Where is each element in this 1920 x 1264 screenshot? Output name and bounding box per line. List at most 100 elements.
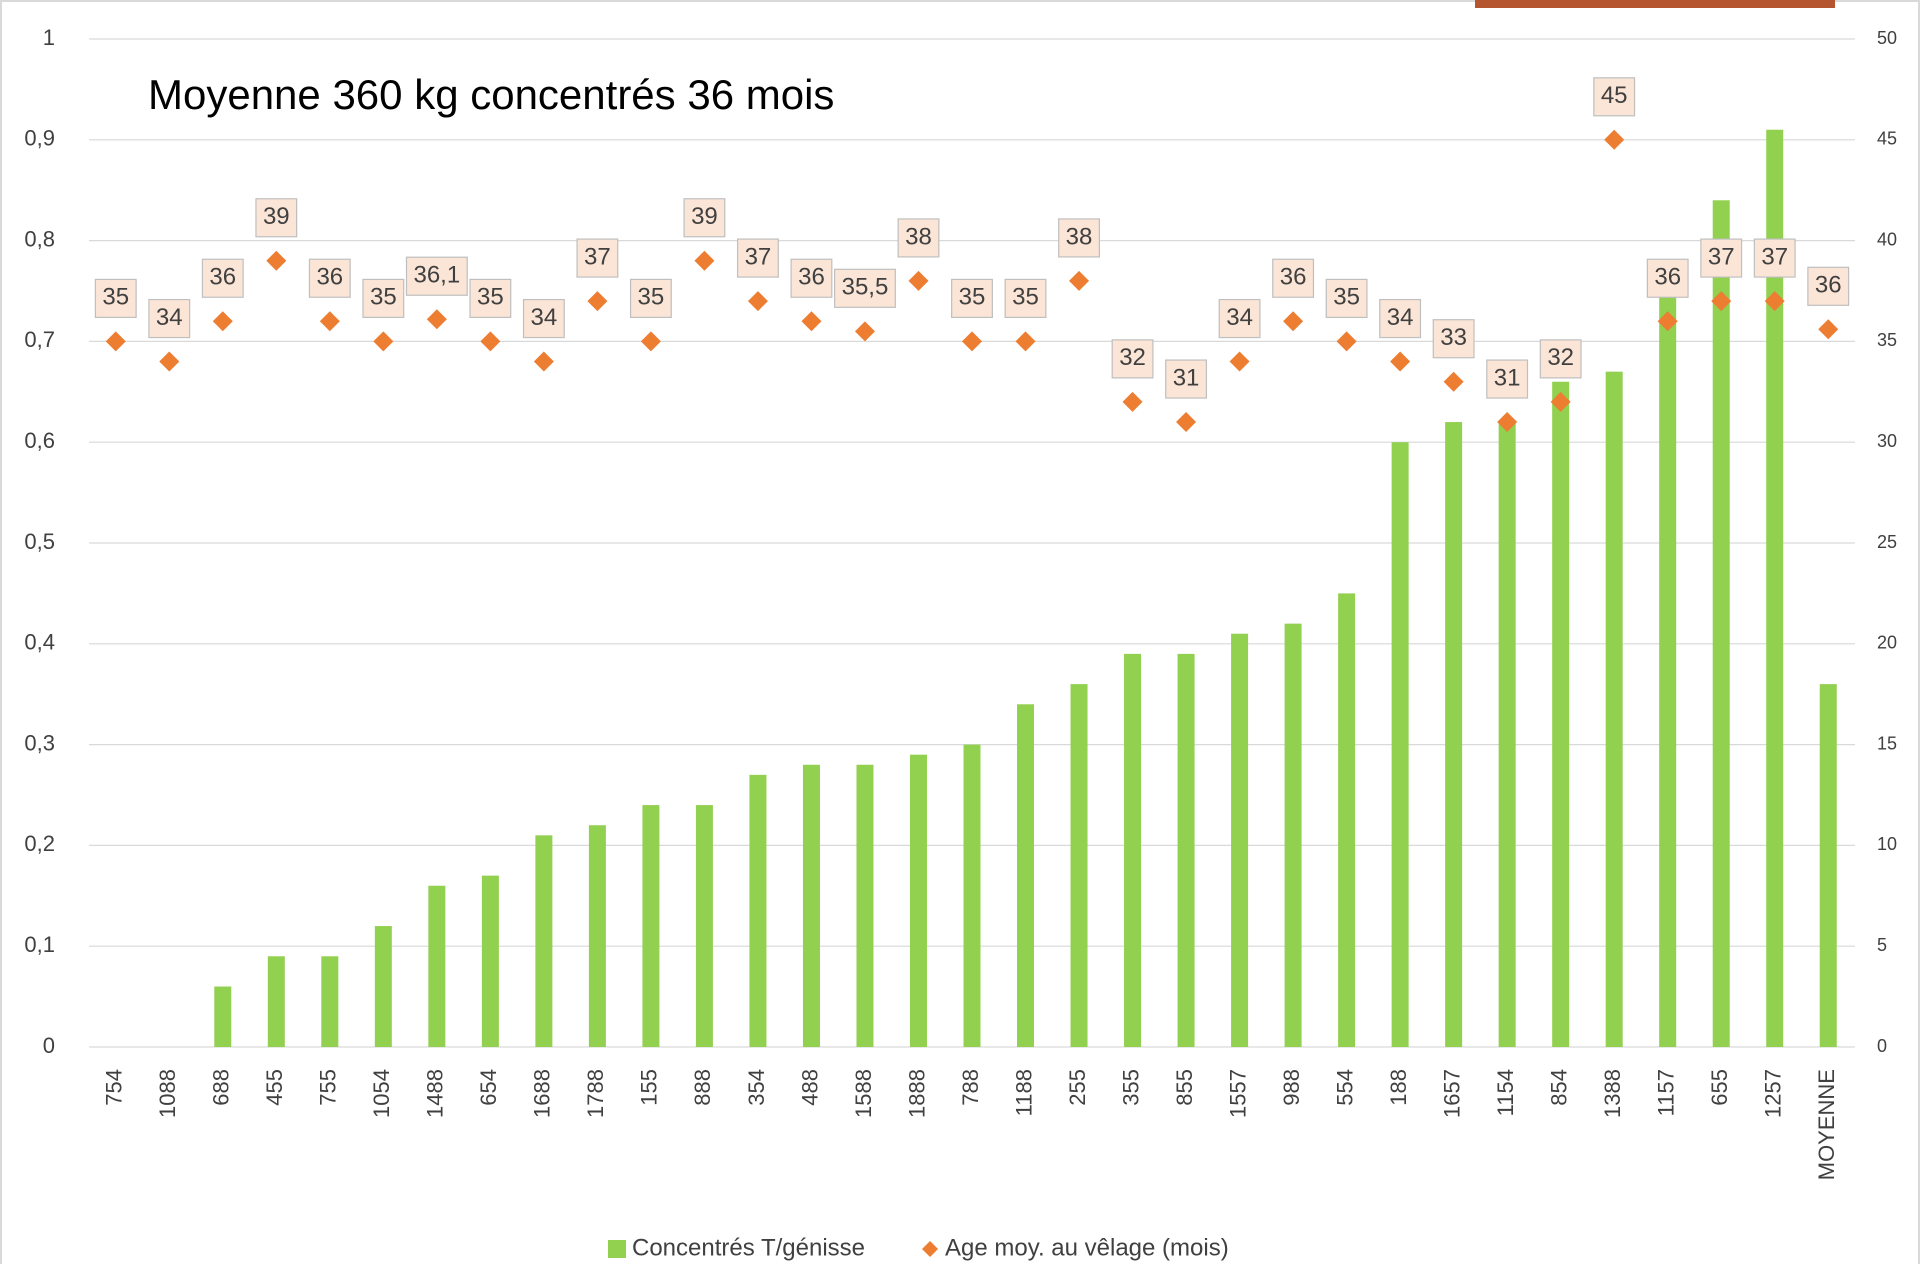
- x-tick-label: 455: [262, 1069, 287, 1106]
- y2-tick-label: 10: [1877, 834, 1897, 854]
- data-label: 36: [209, 264, 236, 291]
- y-tick-label: 0,7: [24, 327, 55, 352]
- y-tick-label: 0,5: [24, 529, 55, 554]
- x-tick-label: 1488: [423, 1069, 448, 1118]
- marker: [1390, 352, 1410, 372]
- data-label: 39: [263, 203, 290, 230]
- data-label: 33: [1440, 324, 1467, 351]
- x-tick-label: 1088: [155, 1069, 180, 1118]
- marker: [534, 352, 554, 372]
- data-label: 35: [1333, 284, 1360, 311]
- y2-tick-label: 45: [1877, 129, 1897, 149]
- y2-tick-label: 5: [1877, 935, 1887, 955]
- y2-tick-label: 50: [1877, 28, 1897, 48]
- marker: [373, 331, 393, 351]
- data-label: 32: [1547, 344, 1574, 371]
- y-tick-label: 1: [43, 25, 55, 50]
- marker: [1069, 271, 1089, 291]
- bar: [589, 825, 606, 1047]
- y-tick-label: 0,6: [24, 428, 55, 453]
- data-label: 36,1: [413, 262, 460, 289]
- x-tick-label: 1657: [1439, 1069, 1464, 1118]
- data-label: 31: [1494, 364, 1521, 391]
- x-tick-label: 1388: [1600, 1069, 1625, 1118]
- bar: [214, 987, 231, 1047]
- data-label: 37: [1708, 243, 1735, 270]
- legend-swatch: [608, 1240, 626, 1258]
- x-tick-label: 255: [1065, 1069, 1090, 1106]
- data-label: 36: [1654, 264, 1681, 291]
- bar: [910, 755, 927, 1047]
- bar: [803, 765, 820, 1047]
- marker: [320, 311, 340, 331]
- marker: [106, 331, 126, 351]
- marker: [480, 331, 500, 351]
- x-tick-label: 1557: [1225, 1069, 1250, 1118]
- bar: [1713, 200, 1730, 1047]
- marker: [159, 352, 179, 372]
- bar: [1499, 422, 1516, 1047]
- x-tick-label: 888: [690, 1069, 715, 1106]
- bar: [1285, 624, 1302, 1047]
- data-label: 34: [531, 304, 558, 331]
- x-tick-label: 1688: [530, 1069, 555, 1118]
- data-label: 34: [1387, 304, 1414, 331]
- data-label: 31: [1173, 364, 1200, 391]
- x-tick-label: 655: [1707, 1069, 1732, 1106]
- x-tick-label: 855: [1172, 1069, 1197, 1106]
- bar: [696, 805, 713, 1047]
- bar: [535, 835, 552, 1047]
- bar: [1606, 372, 1623, 1047]
- marker: [855, 321, 875, 341]
- marker: [641, 331, 661, 351]
- x-tick-label: 554: [1332, 1069, 1357, 1106]
- data-label: 38: [905, 223, 932, 250]
- bar: [321, 956, 338, 1047]
- data-label: 32: [1119, 344, 1146, 371]
- data-label: 35: [477, 284, 504, 311]
- marker: [213, 311, 233, 331]
- marker: [1123, 392, 1143, 412]
- y-tick-label: 0: [43, 1033, 55, 1058]
- y2-tick-label: 0: [1877, 1036, 1887, 1056]
- x-tick-label: 1188: [1011, 1069, 1036, 1116]
- data-label: 37: [1761, 243, 1788, 270]
- bar: [482, 876, 499, 1047]
- y-tick-label: 0,2: [24, 831, 55, 856]
- x-tick-label: 155: [637, 1069, 662, 1106]
- data-label: 36: [798, 264, 825, 291]
- y-tick-label: 0,1: [24, 932, 55, 957]
- data-label: 39: [691, 203, 718, 230]
- bar: [1017, 704, 1034, 1047]
- data-label: 35: [102, 284, 129, 311]
- marker: [1176, 412, 1196, 432]
- data-label: 38: [1066, 223, 1093, 250]
- data-label: 34: [156, 304, 183, 331]
- y-tick-label: 0,9: [24, 126, 55, 151]
- marker: [694, 251, 714, 271]
- data-label: 35: [638, 284, 665, 311]
- legend-label: Age moy. au vêlage (mois): [945, 1234, 1229, 1261]
- data-label: 35,5: [842, 274, 889, 301]
- marker: [266, 251, 286, 271]
- x-tick-label: 354: [744, 1069, 769, 1106]
- bar: [268, 956, 285, 1047]
- marker: [1230, 352, 1250, 372]
- x-tick-label: 1154: [1493, 1069, 1518, 1116]
- bar: [1178, 654, 1195, 1047]
- x-tick-label: 488: [797, 1069, 822, 1106]
- x-tick-label: 854: [1546, 1069, 1571, 1106]
- bar: [1659, 291, 1676, 1047]
- x-tick-label: 688: [209, 1069, 234, 1106]
- bar: [1552, 382, 1569, 1047]
- marker: [1818, 319, 1838, 339]
- data-label: 36: [1815, 272, 1842, 299]
- marker: [427, 309, 447, 329]
- bar: [1445, 422, 1462, 1047]
- data-label: 35: [1012, 284, 1039, 311]
- data-label: 45: [1601, 82, 1628, 109]
- marker: [748, 291, 768, 311]
- x-tick-label: MOYENNE: [1814, 1069, 1839, 1180]
- legend-label: Concentrés T/génisse: [632, 1234, 865, 1261]
- data-label: 35: [959, 284, 986, 311]
